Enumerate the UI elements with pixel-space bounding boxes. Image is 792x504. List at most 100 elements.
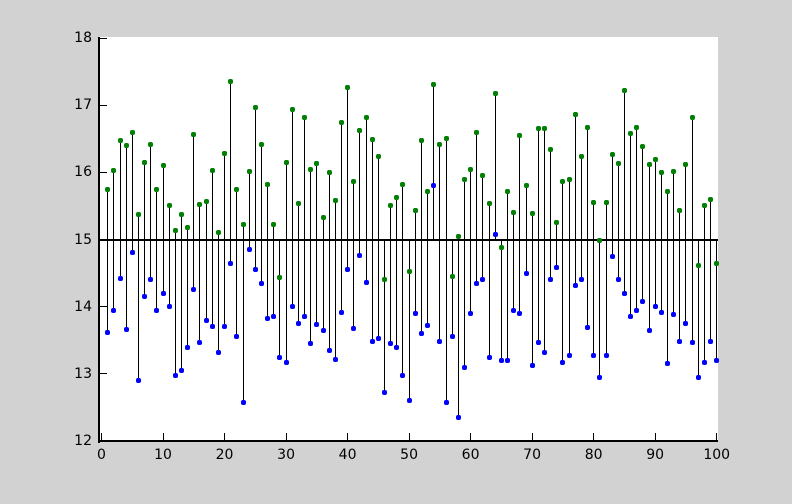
lower-marker [572,283,578,289]
lower-marker [665,361,670,367]
stem-line [519,239,521,314]
stem-line [230,239,232,263]
upper-marker [277,275,283,281]
stem-line [119,140,121,240]
lower-marker [455,415,461,420]
lower-marker [363,280,369,285]
upper-marker [185,224,191,230]
lower-marker [425,323,431,328]
upper-marker [179,212,184,218]
stem-line [334,200,336,240]
lower-marker [511,307,517,313]
stem-line [636,127,638,240]
stem-line [445,138,447,240]
y-tick-label: 13 [74,365,92,382]
stem-line [525,239,527,274]
lower-marker [585,325,590,330]
stem-line [648,164,650,240]
stem-line [285,239,287,363]
stem-line [297,239,299,324]
lower-marker [400,373,406,379]
y-tick [100,306,107,308]
stem-line [402,239,404,376]
stem-line [174,230,176,240]
lower-marker [215,349,221,355]
x-tick-label: 40 [338,447,357,463]
stem-line [685,164,687,240]
upper-marker [265,181,271,187]
stem-line [414,210,416,240]
stem-line [340,239,342,312]
lower-marker [591,353,597,359]
y-tick [100,171,107,173]
lower-marker [449,334,455,340]
stem-line [587,239,588,328]
lower-marker [369,339,375,345]
upper-marker [252,105,258,111]
stem-line [137,239,139,381]
lower-marker [142,294,148,300]
lower-marker [468,310,474,316]
upper-marker [228,79,234,85]
stem-line [427,239,429,326]
upper-marker [172,228,178,234]
lower-marker [708,339,713,345]
lower-marker [246,247,252,253]
lower-marker [505,357,510,363]
stem-line [205,239,207,321]
stem-line [156,189,158,240]
upper-marker [449,273,455,279]
stem-line [384,239,385,393]
stem-line [199,204,201,240]
upper-marker [203,199,209,205]
upper-marker [332,198,338,203]
stem-line [236,189,238,240]
stem-line [217,232,219,240]
lower-marker [529,363,535,369]
lower-marker [179,368,184,373]
lower-marker [154,307,160,313]
upper-marker [548,147,554,152]
upper-marker [486,201,492,207]
stem-line [119,239,121,279]
stem-line [254,239,256,270]
stem-line [156,239,158,310]
upper-marker [578,153,584,159]
upper-marker [585,124,590,130]
lower-marker [259,281,264,287]
upper-marker [283,160,289,166]
lower-marker [283,359,289,365]
stem-line [513,239,515,310]
stem-line [131,239,133,253]
stem-line [513,212,515,240]
lower-marker [609,253,615,259]
upper-marker [326,169,332,175]
stem-line [703,205,705,240]
stem-line [494,234,496,240]
stem-line [193,134,195,240]
upper-marker [111,167,117,173]
stem-line [716,239,718,361]
stem-line [396,239,398,348]
upper-marker [166,202,172,208]
stem-line [125,239,127,330]
stem-line [273,239,275,317]
lower-marker [689,339,695,345]
stem-line [679,210,681,240]
stem-line [359,239,361,256]
x-tick [408,433,410,440]
stem-line [217,239,219,353]
stem-line [291,109,293,240]
upper-marker [646,162,652,168]
lower-marker [148,277,154,283]
stem-line [482,175,484,240]
upper-marker [289,107,295,113]
upper-marker [320,214,326,220]
lower-marker [295,321,301,326]
stem-line [396,197,398,240]
upper-marker [541,126,547,132]
lower-marker [234,334,240,340]
lower-marker [117,276,123,281]
upper-marker [714,260,720,266]
stem-line [537,239,539,343]
